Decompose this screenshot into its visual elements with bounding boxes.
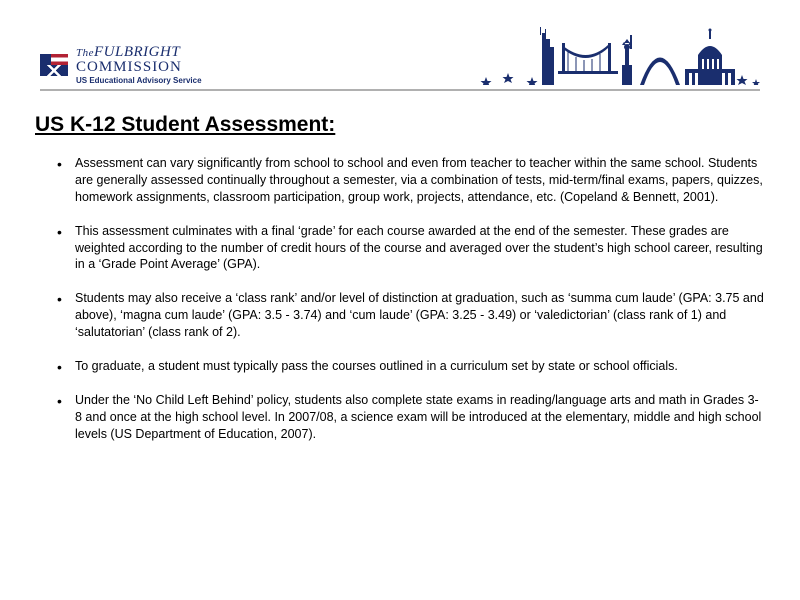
list-item: To graduate, a student must typically pa… (57, 358, 765, 375)
skyline-graphic-icon (480, 25, 760, 85)
list-item: Assessment can vary significantly from s… (57, 155, 765, 206)
page-content: US K-12 Student Assessment: Assessment c… (0, 91, 800, 442)
logo-prefix: The (76, 47, 94, 59)
logo-text: TheFULBRIGHT COMMISSION US Educational A… (76, 45, 202, 85)
logo-main-word: FULBRIGHT (94, 44, 180, 60)
page-title: US K-12 Student Assessment: (35, 113, 765, 137)
fulbright-logo: TheFULBRIGHT COMMISSION US Educational A… (40, 45, 202, 85)
list-item: Students may also receive a ‘class rank’… (57, 290, 765, 341)
list-item: This assessment culminates with a final … (57, 223, 765, 274)
page-header: TheFULBRIGHT COMMISSION US Educational A… (0, 0, 800, 85)
us-uk-flag-icon (40, 54, 68, 76)
logo-line-2: COMMISSION (76, 60, 202, 75)
logo-subtitle: US Educational Advisory Service (76, 77, 202, 85)
logo-line-1: TheFULBRIGHT (76, 45, 202, 60)
list-item: Under the ‘No Child Left Behind’ policy,… (57, 392, 765, 443)
bullet-list: Assessment can vary significantly from s… (35, 155, 765, 442)
